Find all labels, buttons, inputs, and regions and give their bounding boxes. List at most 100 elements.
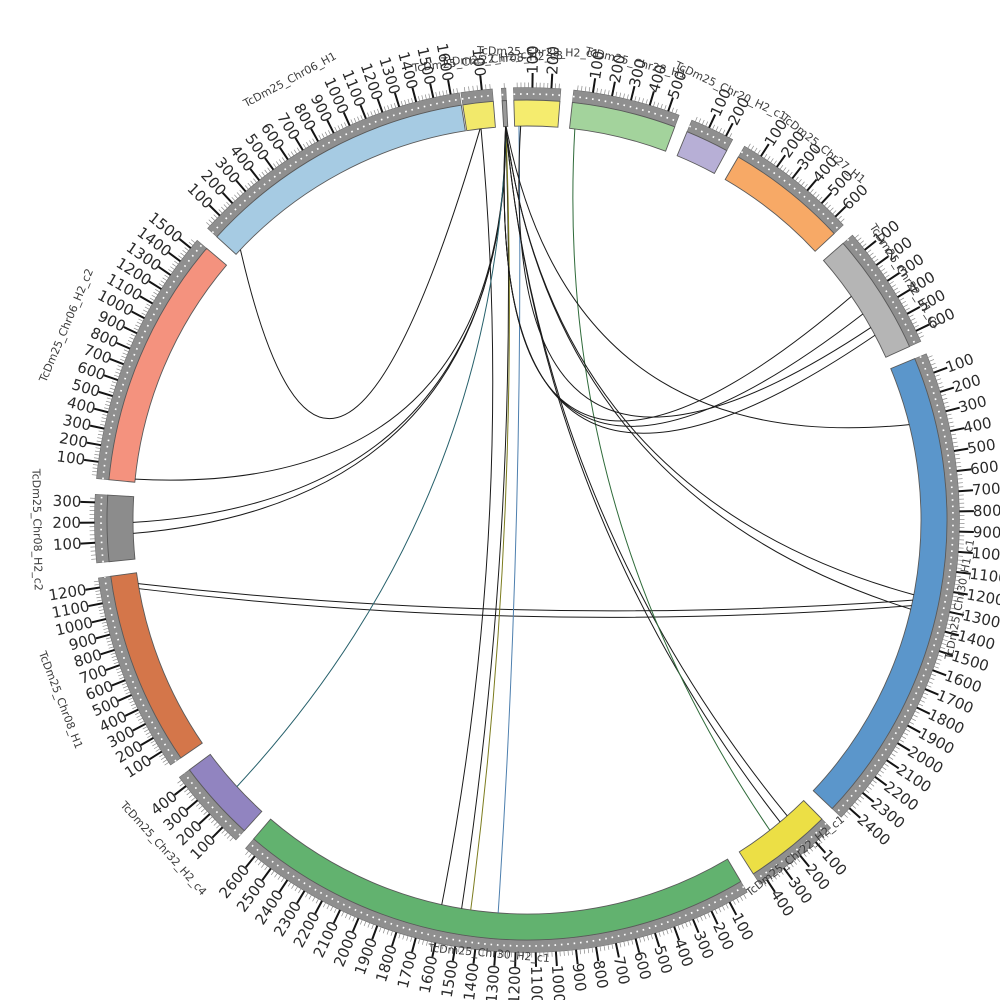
minor-tick — [377, 108, 380, 114]
segment-dot-pattern — [211, 98, 461, 234]
minor-tick — [798, 179, 802, 184]
minor-tick — [946, 413, 952, 416]
minor-tick — [221, 206, 226, 211]
minor-tick — [829, 207, 834, 212]
major-tick — [296, 890, 306, 904]
minor-tick — [857, 798, 862, 803]
major-tick — [85, 586, 100, 591]
minor-tick — [97, 433, 103, 436]
minor-tick — [221, 829, 226, 834]
major-tick — [814, 841, 827, 854]
tick-label: 1200 — [505, 966, 524, 1000]
major-tick — [820, 192, 833, 205]
minor-tick — [382, 928, 386, 934]
major-tick — [89, 424, 105, 430]
tick-label: 600 — [969, 457, 999, 478]
minor-tick — [944, 405, 950, 408]
minor-tick — [137, 717, 143, 721]
minor-tick — [862, 243, 867, 248]
minor-tick — [472, 85, 474, 91]
minor-tick — [216, 824, 221, 829]
chord — [470, 126, 510, 911]
minor-tick — [373, 109, 377, 115]
minor-tick — [619, 92, 622, 98]
minor-tick — [138, 318, 144, 322]
minor-tick — [117, 365, 123, 368]
major-tick — [575, 949, 579, 965]
minor-tick — [112, 658, 118, 662]
minor-tick — [901, 300, 907, 305]
major-tick — [326, 119, 335, 134]
minor-tick — [109, 387, 115, 390]
minor-tick — [130, 703, 136, 707]
minor-tick — [334, 126, 338, 132]
minor-tick — [701, 119, 705, 125]
major-tick — [595, 946, 600, 962]
minor-tick — [121, 682, 127, 686]
segment-TcDm25_Chr08_H2_c2: 100 200 300 TcDm25_Chr08_H2_c2 — [29, 468, 136, 591]
minor-tick — [445, 89, 448, 95]
minor-tick — [160, 756, 166, 761]
minor-tick — [743, 894, 747, 899]
minor-tick — [639, 937, 642, 943]
minor-tick — [103, 628, 109, 630]
minor-tick — [790, 862, 794, 868]
major-tick — [391, 931, 398, 947]
minor-tick — [806, 849, 810, 855]
minor-tick — [714, 909, 718, 915]
minor-tick — [184, 247, 189, 251]
minor-tick — [793, 860, 797, 865]
minor-tick — [911, 718, 916, 721]
minor-tick — [308, 894, 312, 900]
minor-tick — [135, 712, 140, 715]
minor-tick — [596, 88, 598, 94]
tick-label: 1300 — [483, 964, 504, 1000]
major-tick — [667, 97, 674, 112]
minor-tick — [100, 615, 106, 618]
minor-tick — [92, 470, 98, 473]
minor-tick — [914, 710, 920, 714]
minor-tick — [638, 97, 641, 103]
minor-tick — [722, 905, 725, 911]
minor-tick — [802, 852, 807, 857]
tick-label: 1400 — [460, 962, 482, 1000]
minor-tick — [694, 116, 698, 122]
minor-tick — [918, 703, 924, 707]
minor-tick — [404, 99, 407, 105]
minor-tick — [142, 726, 148, 730]
minor-tick — [312, 138, 316, 144]
minor-tick — [273, 163, 277, 168]
minor-tick — [879, 769, 885, 774]
minor-tick — [418, 96, 420, 102]
minor-tick — [623, 941, 626, 947]
major-tick — [124, 708, 139, 717]
minor-tick — [671, 107, 674, 113]
minor-tick — [312, 896, 316, 902]
minor-tick — [767, 156, 771, 161]
major-tick — [939, 386, 955, 393]
tick-label: 1200 — [47, 581, 88, 605]
major-tick — [211, 826, 224, 839]
minor-tick — [587, 948, 590, 954]
minor-tick — [615, 91, 618, 97]
minor-tick — [677, 925, 681, 931]
minor-tick — [128, 697, 133, 701]
minor-tick — [411, 97, 414, 103]
minor-tick — [422, 939, 424, 945]
minor-tick — [666, 929, 669, 935]
major-tick — [956, 571, 971, 575]
minor-tick — [893, 749, 898, 753]
minor-tick — [722, 129, 726, 135]
minor-tick — [957, 563, 963, 565]
minor-tick — [239, 189, 244, 195]
minor-tick — [270, 870, 275, 876]
minor-tick — [623, 93, 625, 99]
minor-tick — [827, 830, 832, 835]
minor-tick — [223, 204, 228, 209]
minor-tick — [226, 834, 231, 839]
minor-tick — [136, 714, 142, 718]
minor-tick — [278, 159, 283, 164]
major-tick — [933, 366, 948, 374]
minor-tick — [901, 735, 907, 739]
minor-tick — [940, 646, 946, 650]
